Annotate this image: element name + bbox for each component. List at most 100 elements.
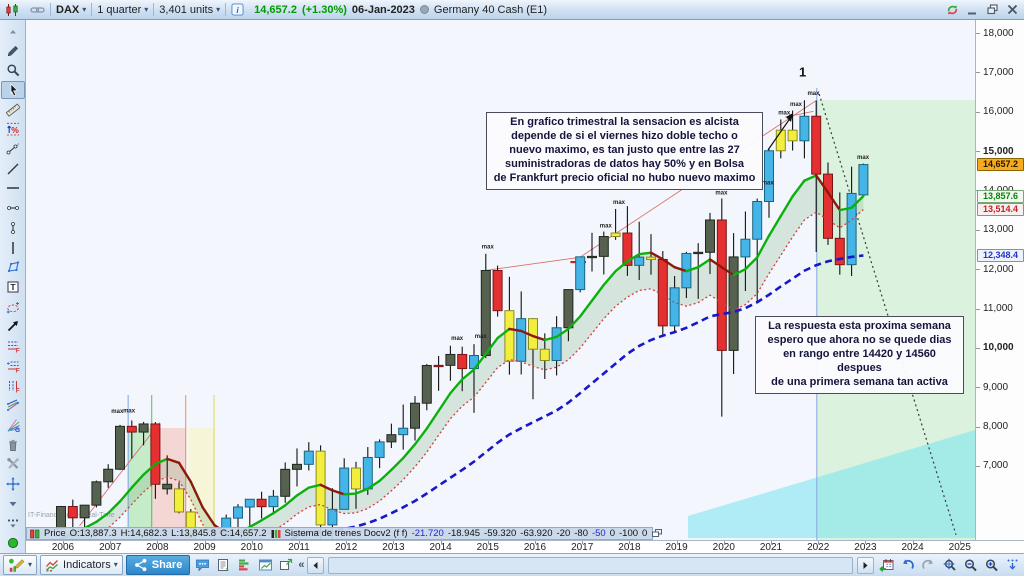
time-axis[interactable]: 2006 2007 2008 2009 2010 2011 2012 2013 2014 2015… (26, 540, 1024, 553)
collapseup-icon (6, 27, 20, 35)
collapse-bottom-icon[interactable] (1003, 556, 1021, 574)
detach-window-icon[interactable] (277, 556, 295, 574)
ma-green-line (543, 335, 558, 342)
zoom-tool[interactable] (1, 61, 25, 79)
go-to-date-icon[interactable] (877, 556, 895, 574)
percent-change-tool[interactable]: % (1, 121, 25, 139)
ma-green-line (496, 327, 511, 340)
refresh-icon[interactable] (944, 2, 960, 17)
collapse-left-icon[interactable]: « (298, 559, 305, 571)
horizontal-scrollbar[interactable] (328, 556, 853, 574)
restore-icon[interactable] (984, 2, 1000, 17)
collapse-toolbar[interactable] (1, 22, 25, 40)
fibonacci-projection-tool[interactable]: F (1, 357, 25, 375)
move-tool[interactable] (1, 475, 25, 493)
extended-line-tool[interactable] (1, 140, 25, 158)
symbol-selector[interactable]: DAX ▾ (51, 0, 91, 19)
new-chart-window-icon[interactable] (256, 556, 274, 574)
annotation-box-2[interactable]: La respuesta esta proxima semana espero q… (755, 316, 964, 394)
max-label: max (790, 102, 803, 108)
units-selector[interactable]: 3,401 units ▾ (154, 0, 225, 19)
max-label: max (482, 245, 495, 251)
last-price-tag: 14,657.2 (977, 158, 1024, 172)
tools-icon (6, 457, 20, 471)
annotation-arrowhead (786, 113, 793, 122)
scroll-right-button[interactable] (857, 556, 874, 574)
candle-body (256, 498, 267, 508)
link-icon[interactable] (25, 0, 50, 19)
ma-green-line (850, 194, 865, 209)
chat-icon[interactable] (193, 556, 211, 574)
realtime-status[interactable] (1, 534, 25, 552)
candle-body (351, 467, 361, 490)
tool-options-dropdown[interactable] (1, 495, 25, 513)
price-axis[interactable]: 18,00017,00016,00015,00014,00013,00012,0… (975, 20, 1024, 540)
order-book-icon[interactable] (235, 556, 253, 574)
news-icon[interactable] (214, 556, 232, 574)
redo-icon[interactable] (919, 556, 937, 574)
share-button[interactable]: Share (125, 555, 191, 575)
indicators-button[interactable]: Indicators ▾ (40, 555, 123, 575)
zoom-out-icon[interactable] (961, 556, 979, 574)
y-tick-label: 12,000 (983, 263, 1014, 275)
zoom-reset-icon[interactable] (940, 556, 958, 574)
pitchfork-icon (6, 398, 20, 412)
ma-green-line (378, 468, 393, 483)
drawing-tools-button[interactable]: ▾ (3, 555, 38, 575)
candle-body (480, 269, 491, 357)
pitchfork-tool[interactable] (1, 396, 25, 414)
annotation-box-1[interactable]: En grafico trimestral la sensacion es al… (486, 112, 763, 190)
trend-line-tool[interactable] (1, 160, 25, 178)
indicator-status-bar[interactable]: Price O:13,887.3 H:14,682.3 L:13,845.8 C:14,… (26, 527, 663, 540)
max-label: max (451, 336, 464, 342)
ruler-tool[interactable] (1, 101, 25, 119)
chart-plot-area[interactable]: IT-Finance.com - Real-Time max max max max m… (26, 20, 975, 540)
horizontal-line-tool[interactable] (1, 180, 25, 198)
candle-body (504, 310, 515, 362)
ma-green-line (685, 265, 700, 273)
arrow-tool[interactable] (1, 318, 25, 336)
text-tool[interactable]: T (1, 278, 25, 296)
fibonacci-timezones-tool[interactable]: F (1, 377, 25, 395)
x-tick-mark (723, 541, 725, 544)
undo-icon[interactable] (898, 556, 916, 574)
vertical-segment-tool[interactable] (1, 219, 25, 237)
pencil-tool[interactable] (1, 42, 25, 60)
ma-green-line (248, 519, 263, 529)
objects-settings-tool[interactable] (1, 455, 25, 473)
ellipse-tool[interactable] (1, 298, 25, 316)
more-tools[interactable] (1, 515, 25, 533)
x-year-label: 2016 (523, 542, 547, 553)
annotation-line: de una primera semana tan activa (771, 375, 948, 388)
ma-green-line (626, 253, 641, 263)
fan-lines-tool[interactable]: G (1, 416, 25, 434)
timeframe-selector[interactable]: 1 quarter ▾ (92, 0, 153, 19)
delete-tool[interactable] (1, 436, 25, 454)
svg-text:%: % (11, 125, 19, 135)
indicators-label: Indicators (63, 559, 111, 571)
close-icon[interactable] (1004, 2, 1020, 17)
ma-green-line (319, 483, 334, 492)
scroll-left-button[interactable] (307, 556, 325, 574)
fibonacci-retracement-tool[interactable]: F (1, 337, 25, 355)
vertical-line-tool[interactable] (1, 239, 25, 257)
candlestick-style-icon[interactable] (0, 0, 25, 19)
info-icon[interactable]: i (226, 0, 249, 19)
ma-green-line (425, 409, 440, 430)
ma-green-line (602, 269, 617, 287)
candle-body (539, 348, 550, 361)
top-toolbar: DAX ▾ 1 quarter ▾ 3,401 units ▾ i 14,657… (0, 0, 1024, 20)
cursor-tool[interactable] (0, 81, 25, 99)
expand-panel-icon[interactable] (651, 528, 663, 539)
window-controls (944, 2, 1024, 17)
chevron-down-icon: ▾ (28, 560, 33, 569)
candle-body (303, 450, 314, 465)
zoom-in-icon[interactable] (982, 556, 1000, 574)
minimize-icon[interactable] (964, 2, 980, 17)
horizontal-segment-tool[interactable] (1, 199, 25, 217)
move-icon (5, 477, 20, 492)
quadrilateral-tool[interactable] (1, 258, 25, 276)
candle-body (268, 495, 279, 508)
blue-line-value-tag: 12,348.4 (977, 248, 1024, 262)
